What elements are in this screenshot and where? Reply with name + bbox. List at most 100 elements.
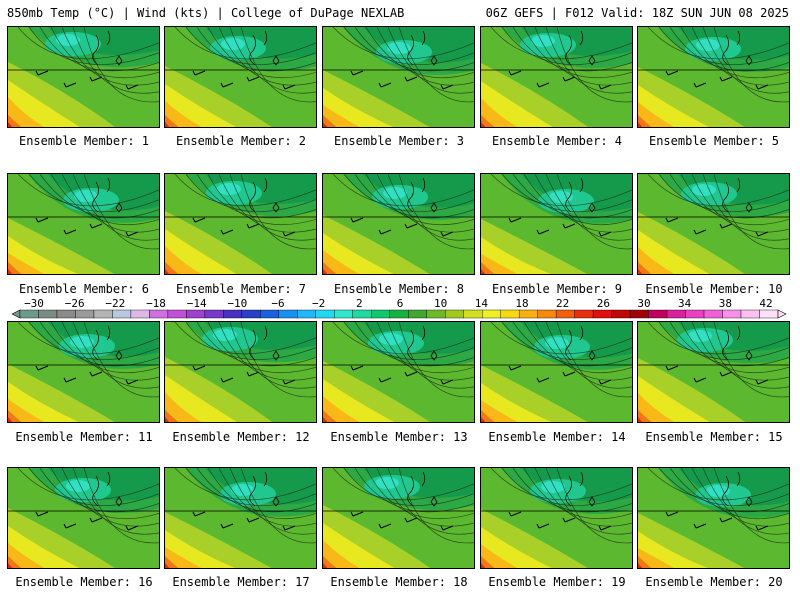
colorbar-segment xyxy=(19,309,39,319)
colorbar-tick-label: 34 xyxy=(678,297,692,310)
colorbar-tick-label: 10 xyxy=(434,297,448,310)
colorbar-segment xyxy=(648,309,668,319)
ensemble-map-panel xyxy=(164,26,317,128)
ensemble-member-caption: Ensemble Member: 14 xyxy=(488,430,626,444)
colorbar-segment xyxy=(186,309,206,319)
colorbar-segment xyxy=(426,309,446,319)
colorbar-segment xyxy=(260,309,280,319)
colorbar-segment xyxy=(685,309,705,319)
ensemble-map-panel xyxy=(164,467,317,569)
colorbar-segment xyxy=(56,309,76,319)
ensemble-member-caption: Ensemble Member: 16 xyxy=(15,575,153,589)
colorbar-segment xyxy=(223,309,243,319)
ensemble-map-panel xyxy=(480,467,633,569)
colorbar-tick-label: 14 xyxy=(474,297,488,310)
colorbar-tick-label: 2 xyxy=(356,297,363,310)
colorbar-tick-label: 6 xyxy=(396,297,404,310)
ensemble-map-panel xyxy=(322,173,475,275)
colorbar-segment xyxy=(204,309,224,319)
colorbar-tick-label: −26 xyxy=(64,297,85,310)
colorbar-tick-label: 18 xyxy=(515,297,529,310)
colorbar-segment xyxy=(759,309,779,319)
colorbar-segment xyxy=(666,309,686,319)
ensemble-member-caption: Ensemble Member: 5 xyxy=(648,134,780,148)
colorbar-tick-label: 22 xyxy=(556,297,570,310)
colorbar-segment xyxy=(278,309,298,319)
colorbar-tick-label: −18 xyxy=(146,297,166,310)
chart-title: 850mb Temp (°C) | Wind (kts) | College o… xyxy=(7,6,405,20)
ensemble-map-panel xyxy=(322,321,475,423)
colorbar-tick-label: −2 xyxy=(312,297,326,310)
colorbar-segment xyxy=(297,309,317,319)
colorbar-tick-label: −22 xyxy=(105,297,126,310)
ensemble-map-panel xyxy=(164,321,317,423)
colorbar-segment xyxy=(592,309,612,319)
colorbar-tick-label: −14 xyxy=(186,297,207,310)
colorbar-segment xyxy=(611,309,631,319)
colorbar-tick-label: 42 xyxy=(759,297,773,310)
colorbar-segment xyxy=(38,309,58,319)
colorbar-segment xyxy=(518,309,538,319)
ensemble-map-panel xyxy=(7,321,160,423)
colorbar-segment xyxy=(93,309,113,319)
ensemble-map-panel xyxy=(480,26,633,128)
colorbar-segment xyxy=(537,309,557,319)
colorbar-segment xyxy=(241,309,261,319)
ensemble-map-panel xyxy=(480,173,633,275)
colorbar-segment xyxy=(574,309,594,319)
ensemble-map-panel xyxy=(322,467,475,569)
ensemble-member-caption: Ensemble Member: 10 xyxy=(645,282,783,296)
ensemble-member-caption: Ensemble Member: 1 xyxy=(18,134,150,148)
colorbar-segment xyxy=(75,309,95,319)
colorbar-segment xyxy=(445,309,464,319)
ensemble-map-panel xyxy=(637,321,790,423)
colorbar-segment xyxy=(334,309,353,319)
ensemble-member-caption: Ensemble Member: 3 xyxy=(333,134,465,148)
colorbar-segment xyxy=(703,309,723,319)
colorbar-segment xyxy=(315,309,335,319)
colorbar-low-arrow xyxy=(11,309,21,319)
ensemble-map-panel xyxy=(7,467,160,569)
ensemble-member-caption: Ensemble Member: 20 xyxy=(645,575,783,589)
ensemble-map-panel xyxy=(637,26,790,128)
colorbar-tick-label: −10 xyxy=(227,297,248,310)
colorbar-segment xyxy=(500,309,520,319)
model-run-info: 06Z GEFS | F012 Valid: 18Z SUN JUN 08 20… xyxy=(485,6,789,20)
ensemble-member-caption: Ensemble Member: 18 xyxy=(330,575,468,589)
colorbar-segment xyxy=(112,309,132,319)
colorbar-high-arrow xyxy=(777,309,787,319)
colorbar-segment xyxy=(149,309,169,319)
colorbar-segment xyxy=(481,309,501,319)
ensemble-member-caption: Ensemble Member: 15 xyxy=(645,430,783,444)
ensemble-member-caption: Ensemble Member: 17 xyxy=(172,575,310,589)
ensemble-member-caption: Ensemble Member: 8 xyxy=(333,282,465,296)
ensemble-map-panel xyxy=(7,173,160,275)
ensemble-member-caption: Ensemble Member: 2 xyxy=(175,134,307,148)
ensemble-map-panel xyxy=(637,173,790,275)
ensemble-member-caption: Ensemble Member: 12 xyxy=(172,430,310,444)
colorbar-segment xyxy=(463,309,483,319)
ensemble-member-caption: Ensemble Member: 6 xyxy=(18,282,150,296)
colorbar-segment xyxy=(352,309,372,319)
colorbar-segment xyxy=(371,309,390,319)
colorbar-segment xyxy=(167,309,187,319)
ensemble-member-caption: Ensemble Member: 19 xyxy=(488,575,626,589)
ensemble-member-caption: Ensemble Member: 11 xyxy=(15,430,153,444)
colorbar-tick-label: 30 xyxy=(637,297,651,310)
ensemble-map-panel xyxy=(480,321,633,423)
ensemble-member-caption: Ensemble Member: 9 xyxy=(491,282,623,296)
ensemble-member-caption: Ensemble Member: 4 xyxy=(491,134,623,148)
ensemble-member-caption: Ensemble Member: 7 xyxy=(175,282,307,296)
ensemble-map-panel xyxy=(7,26,160,128)
colorbar-tick-label: 38 xyxy=(718,297,732,310)
colorbar-segment xyxy=(740,309,760,319)
ensemble-map-panel xyxy=(637,467,790,569)
ensemble-member-caption: Ensemble Member: 13 xyxy=(330,430,468,444)
colorbar-tick-label: −6 xyxy=(271,297,285,310)
colorbar-segment xyxy=(722,309,742,319)
colorbar-segment xyxy=(555,309,575,319)
ensemble-map-panel xyxy=(164,173,317,275)
colorbar-segment xyxy=(130,309,150,319)
temperature-colorbar xyxy=(11,309,787,319)
colorbar-tick-label: −30 xyxy=(24,297,44,310)
